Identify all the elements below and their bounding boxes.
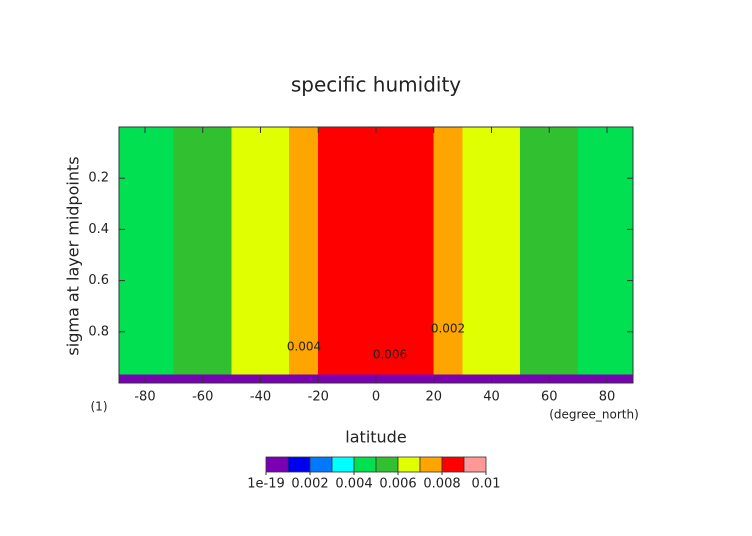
x-tick-label: -20	[308, 390, 329, 405]
contour-cell	[231, 126, 261, 375]
y-unit: (1)	[91, 400, 108, 414]
x-tick-label: -60	[192, 390, 213, 405]
x-tick-label: 60	[541, 390, 558, 405]
y-axis-label: sigma at layer midpoints	[64, 156, 83, 355]
colorbar-tick-label: 0.01	[472, 477, 501, 492]
contour-cell	[317, 126, 348, 375]
colorbar-tick-label: 0.002	[291, 477, 328, 492]
contour-cell	[520, 126, 550, 375]
x-tick-label: 40	[483, 390, 500, 405]
chart-title: specific humidity	[291, 73, 461, 97]
colorbar-tick-label: 1e-19	[247, 477, 285, 492]
plot-area	[118, 126, 634, 384]
y-tick-label: 0.8	[88, 324, 109, 339]
contour-cell	[202, 126, 232, 375]
contour-cell	[548, 126, 579, 375]
y-tick-label: 0.2	[88, 171, 109, 186]
contour-cell	[433, 126, 463, 375]
x-axis-label: latitude	[345, 428, 406, 447]
colorbar-box	[419, 456, 443, 473]
contour-cell	[404, 126, 435, 375]
x-unit: (degree_north)	[549, 408, 639, 422]
contour-label: 0.006	[373, 348, 407, 362]
colorbar-box	[353, 456, 377, 473]
contour-cell	[346, 126, 377, 375]
colorbar-box	[309, 456, 333, 473]
colorbar-box	[265, 456, 289, 473]
contour-cell	[375, 126, 406, 375]
contour-cell	[606, 126, 634, 375]
y-tick-label: 0.4	[88, 222, 109, 237]
contour-cell	[144, 126, 175, 375]
x-tick-label: -40	[250, 390, 271, 405]
colorbar-tick-label: 0.004	[335, 477, 372, 492]
colorbar-box	[331, 456, 355, 473]
contour-cell	[462, 126, 492, 375]
contour-cell	[289, 126, 319, 375]
x-tick-label: -80	[134, 390, 155, 405]
colorbar-box	[441, 456, 465, 473]
colorbar-tick-label: 0.006	[379, 477, 416, 492]
x-tick-label: 0	[372, 390, 380, 405]
colorbar-box	[287, 456, 311, 473]
contour-label: 0.002	[431, 322, 465, 336]
contour-cell	[577, 126, 608, 375]
colorbar-box	[375, 456, 399, 473]
contour-cell	[173, 126, 204, 375]
contour-label: 0.004	[287, 340, 321, 354]
contour-cell	[491, 126, 521, 375]
y-tick-label: 0.6	[88, 273, 109, 288]
colorbar-tick-label: 0.008	[423, 477, 460, 492]
x-tick-label: 20	[425, 390, 442, 405]
contour-cell	[260, 126, 290, 375]
colorbar-box	[397, 456, 421, 473]
contour-cell	[118, 126, 146, 375]
colorbar-box	[463, 456, 487, 473]
overlay: -80 -60 -40 -20 0 20 40 60 80 0.2 0.4 0.6 0.8 0.002 0.…	[88, 126, 634, 492]
x-tick-label: 80	[599, 390, 616, 405]
